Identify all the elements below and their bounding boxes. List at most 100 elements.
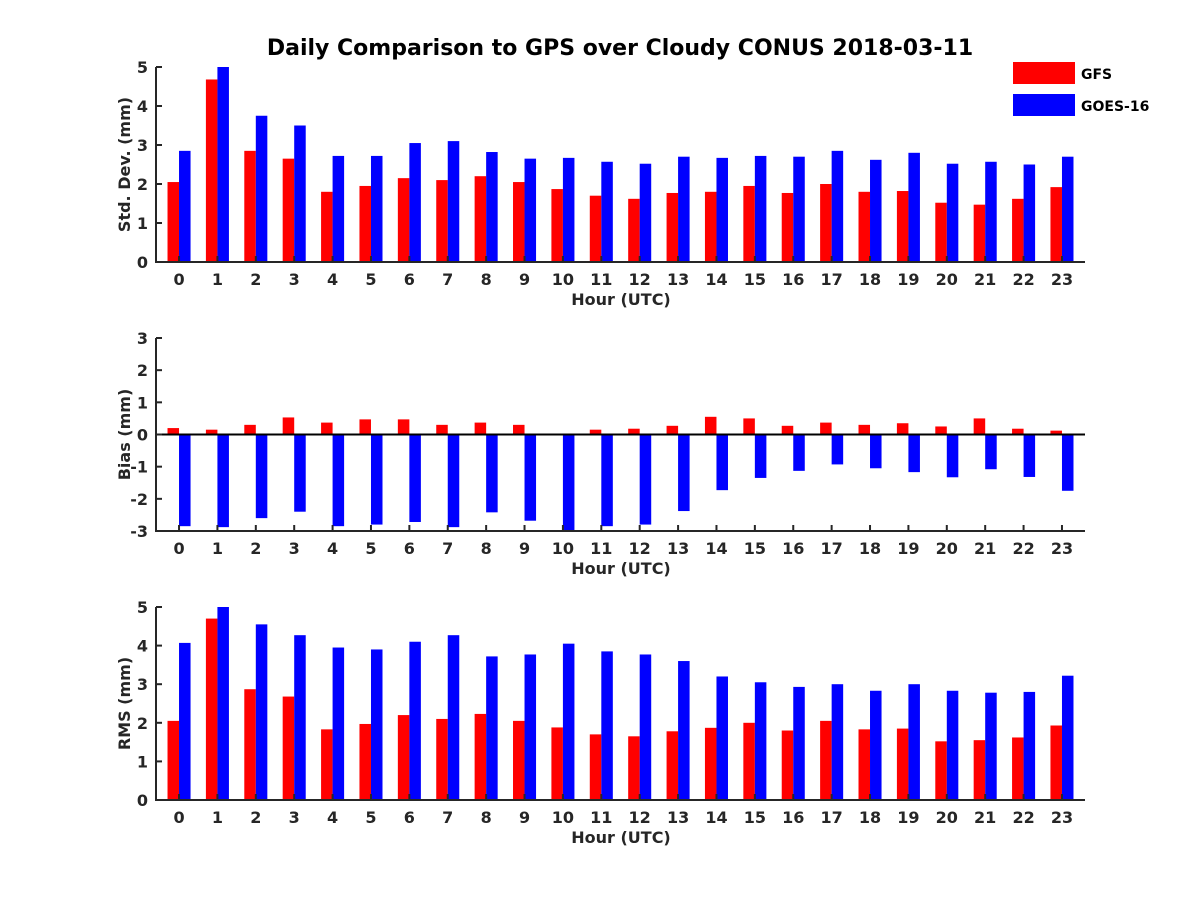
x-tick-label: 6 xyxy=(404,270,415,289)
bar-bias-goes-16-5 xyxy=(370,434,383,525)
bar-bias-goes-16-4 xyxy=(332,434,345,527)
bar-std-goes-16-14 xyxy=(716,157,728,262)
x-tick-label: 9 xyxy=(519,539,530,558)
bar-bias-gfs-12 xyxy=(628,428,640,435)
bar-std-goes-16-15 xyxy=(754,155,767,262)
bar-bias-gfs-16 xyxy=(781,425,794,435)
bar-bias-goes-16-8 xyxy=(486,434,498,513)
bar-rms-goes-16-0 xyxy=(179,642,191,800)
x-tick-label: 3 xyxy=(289,808,300,827)
bar-rms-goes-16-16 xyxy=(793,686,805,800)
bar-rms-goes-16-21 xyxy=(985,692,997,800)
bar-rms-gfs-8 xyxy=(474,713,487,800)
x-tick-label: 12 xyxy=(629,270,651,289)
bar-std-goes-16-10 xyxy=(562,157,575,262)
bar-rms-goes-16-6 xyxy=(409,641,421,800)
bar-rms-gfs-12 xyxy=(628,736,640,800)
bar-std-goes-16-7 xyxy=(447,141,460,262)
y-tick-label: -2 xyxy=(130,490,148,509)
bar-bias-gfs-9 xyxy=(513,424,525,435)
x-tick-label: 22 xyxy=(1012,808,1034,827)
bar-rms-gfs-16 xyxy=(781,730,794,800)
x-tick-label: 3 xyxy=(289,270,300,289)
bar-bias-gfs-20 xyxy=(935,426,947,435)
bar-std-goes-16-18 xyxy=(870,159,882,262)
y-tick-label: 2 xyxy=(137,714,148,733)
bar-bias-gfs-7 xyxy=(436,424,448,435)
bar-std-gfs-15 xyxy=(743,185,755,262)
x-tick-label: 19 xyxy=(897,808,919,827)
x-tick-label: 18 xyxy=(859,539,881,558)
bar-std-gfs-14 xyxy=(704,191,717,262)
bar-std-goes-16-1 xyxy=(217,67,229,262)
bar-rms-goes-16-19 xyxy=(908,684,920,800)
chart-title: Daily Comparison to GPS over Cloudy CONU… xyxy=(267,36,973,61)
bar-bias-gfs-23 xyxy=(1050,430,1062,435)
bar-bias-goes-16-23 xyxy=(1061,434,1074,491)
x-tick-label: 16 xyxy=(782,270,804,289)
bar-std-gfs-22 xyxy=(1012,198,1024,262)
bar-rms-gfs-0 xyxy=(167,720,180,800)
bar-rms-goes-16-17 xyxy=(831,684,844,800)
bar-bias-goes-16-10 xyxy=(562,434,575,531)
x-tick-label: 1 xyxy=(212,539,223,558)
x-tick-label: 6 xyxy=(404,539,415,558)
bar-rms-goes-16-10 xyxy=(562,643,575,800)
x-tick-label: 4 xyxy=(327,270,338,289)
series-gfs-bars xyxy=(167,79,1062,262)
bar-std-goes-16-5 xyxy=(370,155,383,262)
bar-rms-gfs-13 xyxy=(666,731,679,800)
bar-rms-gfs-10 xyxy=(551,727,563,800)
bar-std-goes-16-12 xyxy=(639,163,652,262)
x-tick-label: 0 xyxy=(173,270,184,289)
bar-std-gfs-19 xyxy=(896,191,909,262)
y-tick-label: 0 xyxy=(137,426,148,445)
y-tick-label: 5 xyxy=(137,598,148,617)
bar-bias-goes-16-20 xyxy=(946,434,959,478)
x-tick-label: 16 xyxy=(782,808,804,827)
bar-bias-goes-16-16 xyxy=(793,434,805,471)
x-axis-label: Hour (UTC) xyxy=(571,559,671,578)
bar-bias-gfs-21 xyxy=(973,418,986,435)
bar-std-gfs-12 xyxy=(628,198,640,262)
x-tick-label: 17 xyxy=(821,808,843,827)
x-tick-label: 5 xyxy=(365,539,376,558)
x-tick-label: 4 xyxy=(327,808,338,827)
bar-rms-gfs-21 xyxy=(973,740,986,800)
y-tick-label: 2 xyxy=(137,361,148,380)
y-tick-label: 4 xyxy=(137,637,148,656)
x-tick-label: 7 xyxy=(442,270,453,289)
legend-swatch-gfs xyxy=(1013,62,1075,84)
bar-std-goes-16-17 xyxy=(831,150,844,262)
bar-bias-goes-16-21 xyxy=(985,434,997,470)
x-tick-label: 20 xyxy=(936,539,958,558)
bar-std-goes-16-11 xyxy=(601,161,613,262)
bar-std-gfs-13 xyxy=(666,192,679,262)
bar-std-gfs-11 xyxy=(589,195,602,262)
bar-rms-gfs-23 xyxy=(1050,725,1062,800)
x-tick-label: 10 xyxy=(552,270,574,289)
bar-std-gfs-1 xyxy=(205,79,218,262)
y-tick-label: 0 xyxy=(137,791,148,810)
bar-bias-goes-16-14 xyxy=(716,434,728,491)
bar-rms-gfs-2 xyxy=(244,689,256,800)
x-tick-label: 22 xyxy=(1012,539,1034,558)
bar-bias-gfs-2 xyxy=(244,424,256,435)
x-tick-label: 13 xyxy=(667,808,689,827)
bar-rms-goes-16-14 xyxy=(716,676,728,800)
bar-std-gfs-3 xyxy=(282,158,295,262)
bar-bias-goes-16-6 xyxy=(409,434,421,522)
bar-bias-gfs-4 xyxy=(321,422,333,435)
bar-bias-goes-16-18 xyxy=(870,434,882,469)
y-tick-label: 1 xyxy=(137,752,148,771)
bar-std-gfs-8 xyxy=(474,176,487,262)
x-tick-label: 13 xyxy=(667,270,689,289)
x-tick-label: 14 xyxy=(705,808,727,827)
bar-rms-goes-16-3 xyxy=(294,635,306,800)
x-tick-label: 12 xyxy=(629,808,651,827)
legend-label-gfs: GFS xyxy=(1081,67,1112,83)
bar-std-goes-16-0 xyxy=(179,150,191,262)
bar-rms-goes-16-23 xyxy=(1061,675,1074,800)
bar-bias-gfs-3 xyxy=(282,417,295,435)
